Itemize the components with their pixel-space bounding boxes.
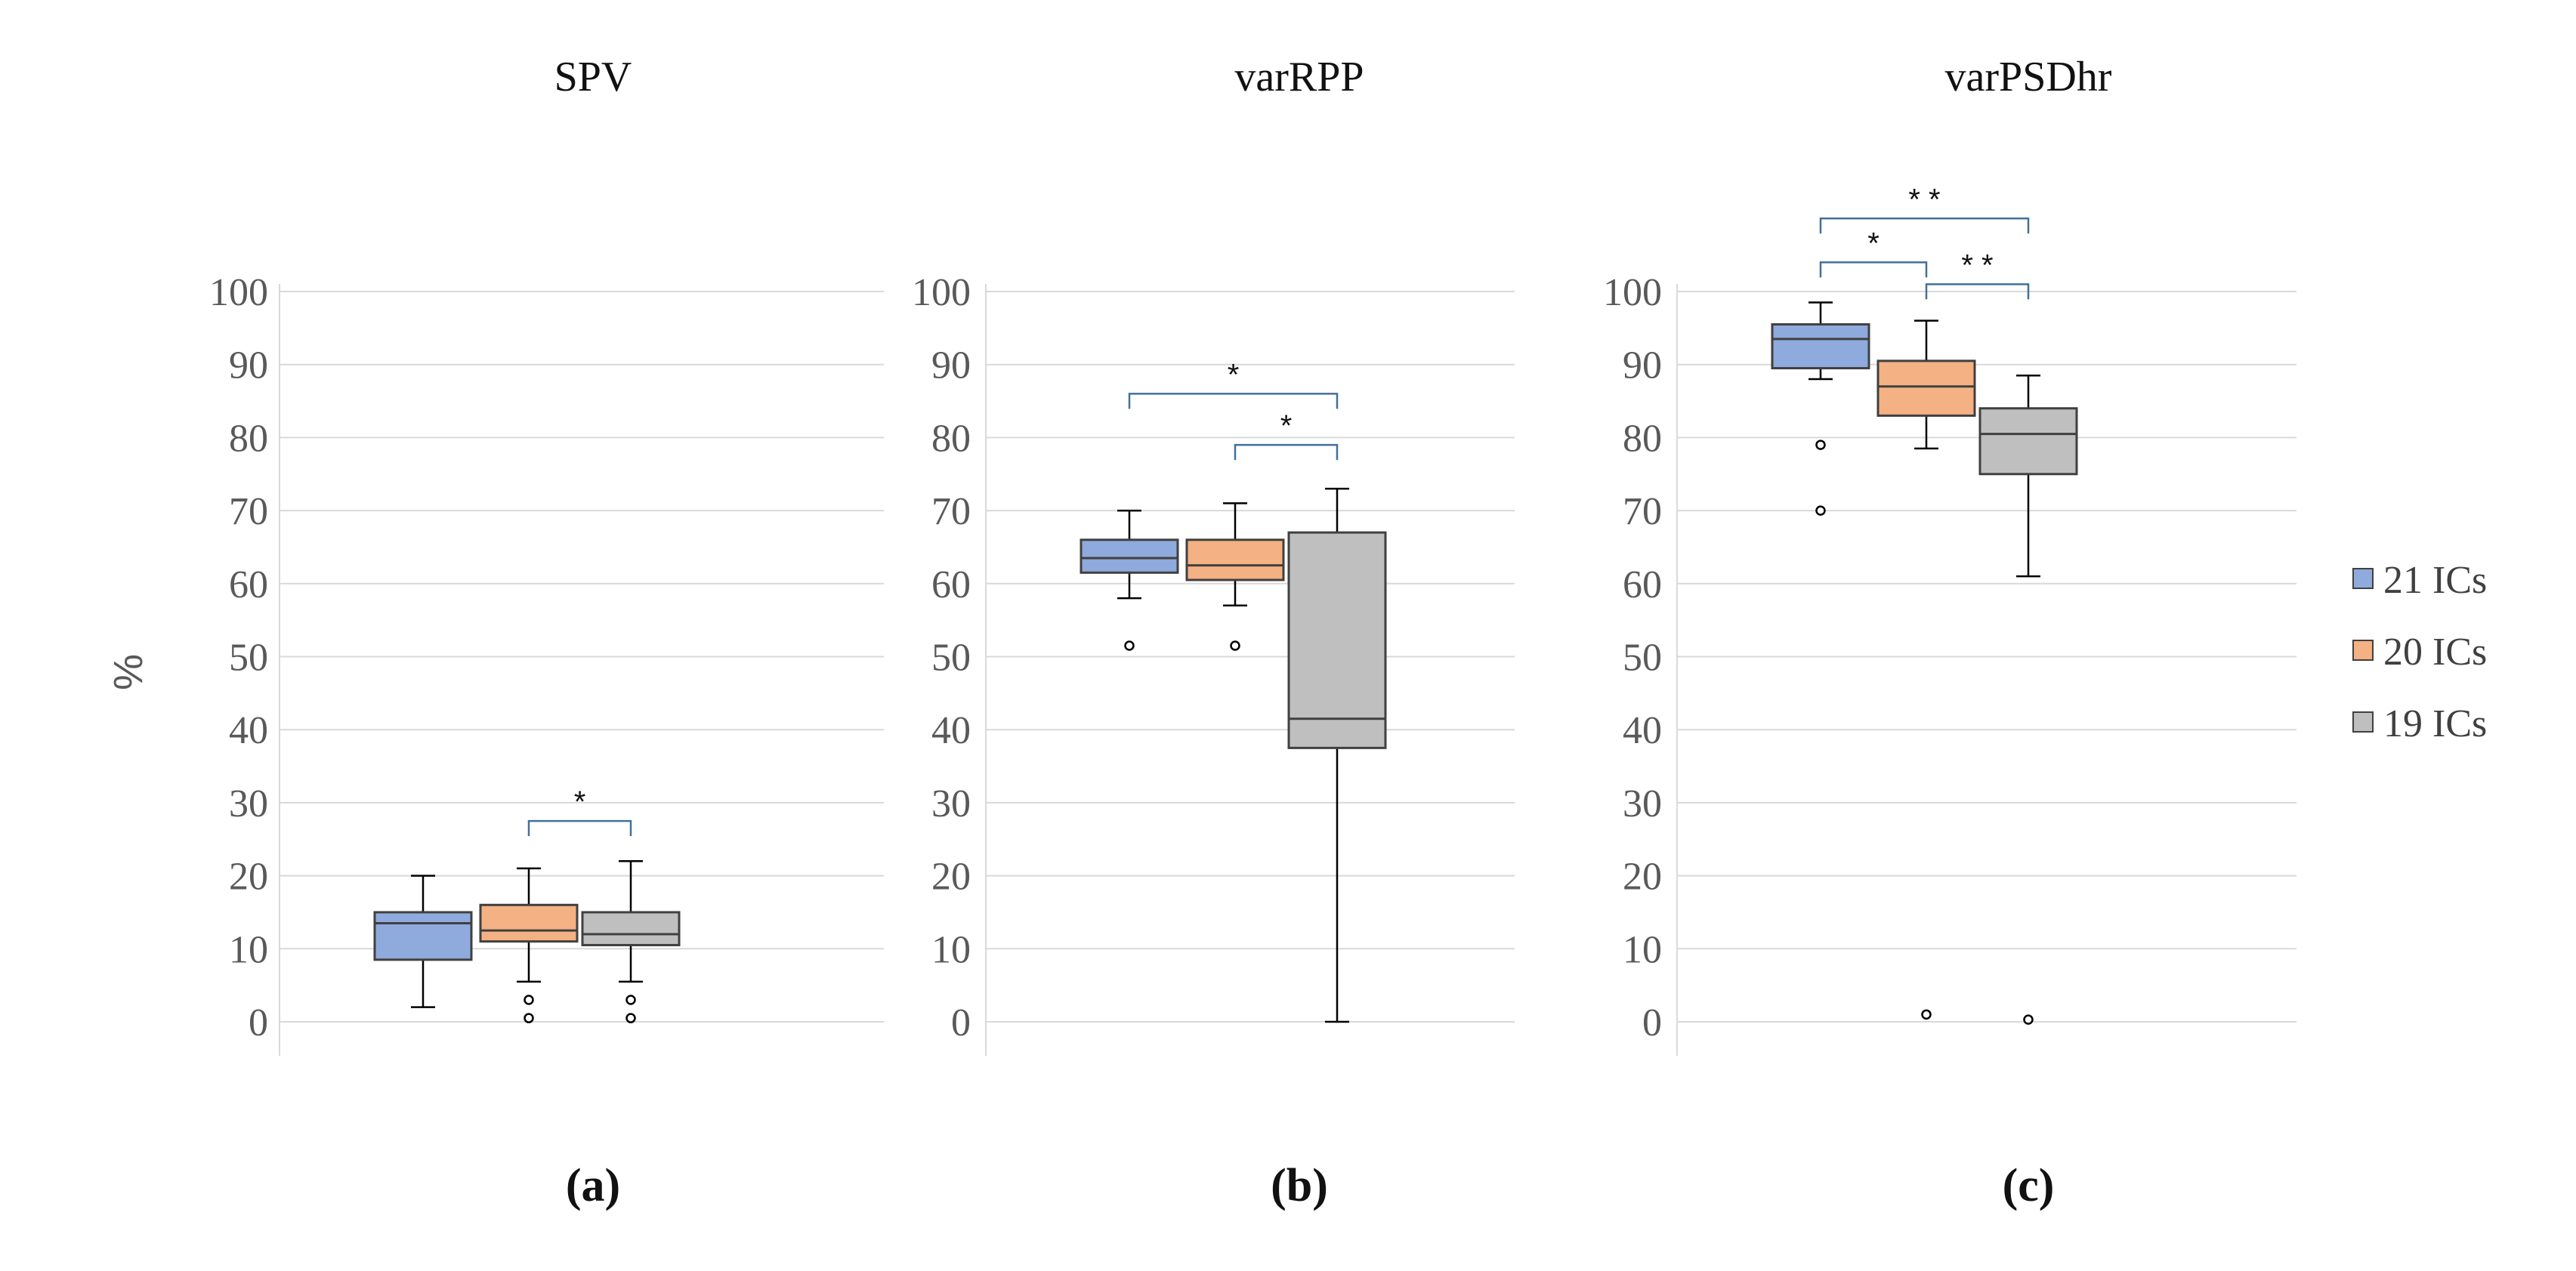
box-iqr: [582, 912, 679, 946]
box-iqr: [1772, 325, 1869, 369]
y-tick-label: 80: [1623, 417, 1662, 460]
panel-label: (c): [2003, 1160, 2055, 1211]
y-tick-label: 20: [931, 856, 971, 899]
y-tick-label: 70: [229, 490, 268, 533]
panel-1: 0 10 20 30 40 50 60 70 80 90 100 SPV (a)% *: [106, 54, 884, 1211]
y-tick-label: 30: [1623, 782, 1662, 825]
panel-label: (b): [1271, 1160, 1328, 1211]
box-21-ics: [1772, 303, 1869, 515]
bracket-label: *: [1280, 409, 1293, 443]
chart-title: SPV: [554, 54, 632, 100]
bracket-label: *: [1228, 358, 1240, 391]
box-iqr: [1187, 540, 1283, 580]
legend-swatch-21-ics: [2353, 569, 2373, 588]
panel-3: 0 10 20 30 40 50 60 70 80 90 100 varPSDhr (c) * * * * *: [1603, 54, 2296, 1211]
box-20-ics: [1187, 503, 1283, 649]
y-tick-label: 0: [249, 1001, 268, 1044]
y-axis-label: %: [106, 654, 151, 690]
legend: 21 ICs 20 ICs 19 ICs: [2353, 559, 2487, 745]
y-tick-label: 10: [229, 928, 268, 971]
y-tick-label: 40: [1623, 709, 1662, 752]
box-19-ics: [1980, 375, 2077, 1023]
box-iqr: [1289, 532, 1385, 748]
bracket-line: [529, 821, 631, 836]
bracket-label: *: [1867, 227, 1879, 260]
legend-label-21-ics: 21 ICs: [2383, 559, 2487, 602]
outlier-point: [627, 1014, 635, 1023]
y-tick-label: 60: [931, 563, 971, 606]
y-tick-label: 50: [1623, 637, 1662, 680]
box-20-ics: [480, 868, 577, 1023]
legend-label-19-ics: 19 ICs: [2383, 702, 2487, 745]
y-tick-label: 50: [931, 637, 971, 680]
y-tick-label: 70: [1623, 490, 1662, 533]
y-tick-label: 20: [229, 856, 268, 899]
y-tick-label: 90: [229, 344, 268, 387]
y-tick-label: 10: [1623, 928, 1662, 971]
outlier-point: [525, 995, 533, 1004]
bracket-line: [1129, 393, 1337, 409]
y-tick-label: 90: [1623, 344, 1662, 387]
y-tick-label: 10: [931, 928, 971, 971]
y-tick-label: 80: [229, 417, 268, 460]
bracket-label: * *: [1961, 248, 1993, 282]
significance-bracket: *: [529, 785, 631, 836]
box-iqr: [375, 912, 471, 960]
y-tick-label: 100: [912, 271, 971, 314]
outlier-point: [627, 995, 635, 1004]
significance-bracket: * *: [1821, 183, 2028, 233]
significance-bracket: *: [1821, 227, 1926, 277]
y-tick-label: 0: [1642, 1001, 1662, 1044]
outlier-point: [525, 1014, 533, 1023]
legend-swatch-19-ics: [2353, 712, 2373, 732]
chart-title: varRPP: [1234, 54, 1364, 100]
y-tick-label: 50: [229, 637, 268, 680]
y-tick-label: 100: [209, 271, 268, 314]
bracket-line: [1821, 218, 2028, 233]
y-tick-label: 40: [229, 709, 268, 752]
box-iqr: [480, 905, 577, 941]
legend-swatch-20-ics: [2353, 640, 2373, 660]
significance-bracket: *: [1235, 409, 1337, 460]
bracket-line: [1235, 445, 1337, 460]
outlier-point: [1817, 441, 1825, 449]
legend-label-20-ics: 20 ICs: [2383, 631, 2487, 674]
significance-bracket: *: [1129, 358, 1337, 409]
box-19-ics: [582, 861, 679, 1022]
y-tick-label: 80: [931, 417, 971, 460]
box-iqr: [1878, 361, 1975, 416]
outlier-point: [2025, 1016, 2033, 1024]
bracket-label: * *: [1908, 183, 1940, 216]
box-21-ics: [1081, 511, 1178, 649]
y-tick-label: 40: [931, 709, 971, 752]
figure: 21 ICs 20 ICs 19 ICs 0 10 20 30 40 50 60 70 80 90…: [0, 0, 2576, 1271]
chart-title: varPSDhr: [1945, 54, 2112, 100]
panel-label: (a): [566, 1160, 620, 1211]
y-tick-label: 30: [229, 782, 268, 825]
outlier-point: [1231, 641, 1240, 649]
box-iqr: [1980, 409, 2077, 474]
y-tick-label: 100: [1603, 271, 1662, 314]
y-tick-label: 0: [951, 1001, 971, 1044]
box-20-ics: [1878, 321, 1975, 1019]
bracket-label: *: [574, 785, 586, 819]
outlier-point: [1817, 507, 1825, 515]
bracket-line: [1821, 262, 1926, 277]
y-tick-label: 60: [1623, 563, 1662, 606]
box-iqr: [1081, 540, 1178, 573]
box-21-ics: [375, 876, 471, 1007]
outlier-point: [1126, 641, 1134, 649]
y-tick-label: 30: [931, 782, 971, 825]
y-tick-label: 90: [931, 344, 971, 387]
outlier-point: [1923, 1010, 1931, 1019]
y-tick-label: 60: [229, 563, 268, 606]
box-19-ics: [1289, 489, 1385, 1022]
y-tick-label: 70: [931, 490, 971, 533]
y-tick-label: 20: [1623, 856, 1662, 899]
panel-2: 0 10 20 30 40 50 60 70 80 90 100 varRPP (b) * *: [912, 54, 1515, 1211]
